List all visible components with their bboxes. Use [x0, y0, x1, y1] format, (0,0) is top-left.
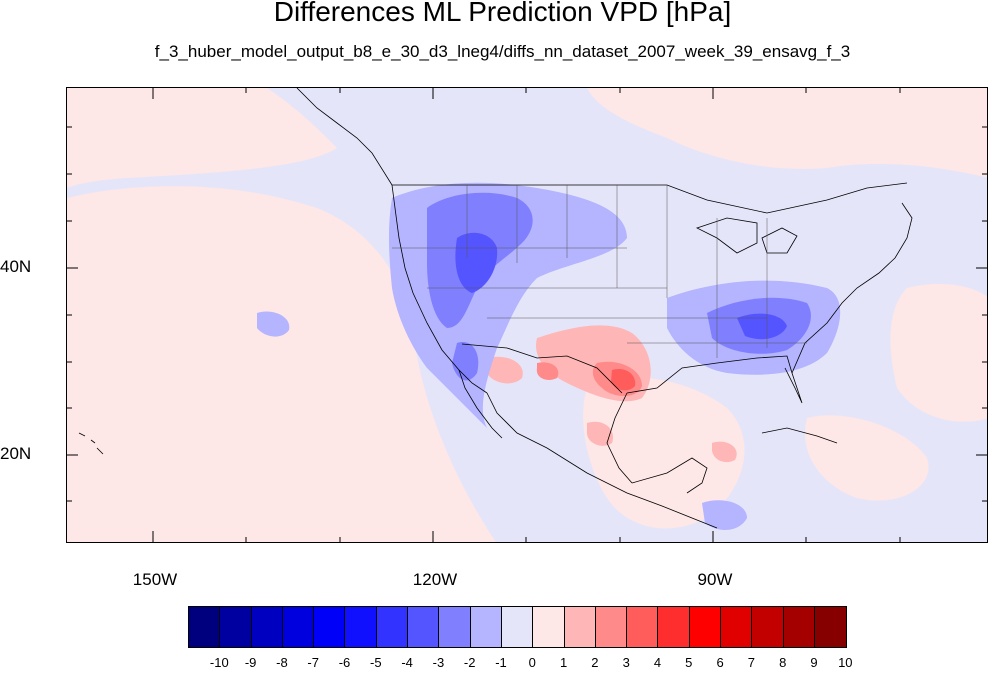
colorbar-box: [627, 607, 659, 647]
state-borders: [392, 185, 807, 358]
lat-label-40n: 40N: [0, 257, 32, 276]
colorbar-box: [752, 607, 784, 647]
colorbar-label: 8: [779, 655, 787, 670]
colorbar-box: [721, 607, 753, 647]
colorbar-box: [314, 607, 346, 647]
colorbar-box: [501, 607, 534, 647]
map-subtitle: f_3_huber_model_output_b8_e_30_d3_lneg4/…: [154, 42, 851, 61]
colorbar-label: 5: [685, 655, 693, 670]
colorbar-labels: -10 -9 -8 -7 -6 -5 -4 -3 -2 -1 0 1 2 3 4 5 6 7 8 9 10: [0, 655, 1005, 673]
colorbar-label: -6: [338, 655, 351, 670]
colorbar-box: [282, 607, 315, 647]
colorbar-box: [595, 607, 628, 647]
colorbar: [188, 606, 848, 648]
positive-max-region: [611, 368, 636, 391]
colorbar-label: -1: [495, 655, 507, 670]
colorbar-box: [564, 607, 596, 647]
lon-label-150w: 150W: [132, 570, 178, 589]
colorbar-label: 3: [622, 655, 630, 670]
difference-field: [67, 88, 987, 542]
map-title: Differences ML Prediction VPD [hPa]: [273, 0, 732, 27]
colorbar-box: [689, 607, 722, 647]
colorbar-box: [439, 607, 471, 647]
lon-label-90w: 90W: [697, 570, 733, 589]
colorbar-label: -7: [307, 655, 319, 670]
colorbar-box: [533, 607, 565, 647]
colorbar-label: 9: [810, 655, 818, 670]
colorbar-label: -2: [463, 655, 476, 670]
colorbar-box: [658, 607, 690, 647]
colorbar-label: -9: [244, 655, 257, 670]
colorbar-label: 10: [838, 655, 853, 670]
colorbar-label: 2: [591, 655, 599, 670]
colorbar-label: 7: [747, 655, 756, 670]
colorbar-box: [345, 607, 377, 647]
colorbar-box: [814, 607, 847, 647]
colorbar-box: [470, 607, 502, 647]
colorbar-box: [251, 607, 283, 647]
colorbar-label: 6: [716, 655, 724, 670]
colorbar-box: [408, 607, 440, 647]
coastlines-and-borders: [78, 88, 913, 529]
colorbar-box: [189, 607, 221, 647]
colorbar-label: -3: [432, 655, 445, 670]
colorbar-box: [220, 607, 252, 647]
lat-label-20n: 20N: [0, 444, 32, 463]
colorbar-box: [783, 607, 815, 647]
colorbar-label: 4: [653, 655, 662, 670]
map-plot-area: [66, 87, 988, 543]
colorbar-box: [376, 607, 409, 647]
colorbar-label: -8: [276, 655, 288, 670]
colorbar-label: 0: [528, 655, 536, 670]
colorbar-label: -5: [370, 655, 382, 670]
colorbar-label: -10: [209, 655, 229, 670]
colorbar-label: 1: [559, 655, 568, 670]
colorbar-label: -4: [401, 655, 413, 670]
positive-light-regions: [67, 88, 987, 542]
lon-label-120w: 120W: [412, 570, 458, 589]
